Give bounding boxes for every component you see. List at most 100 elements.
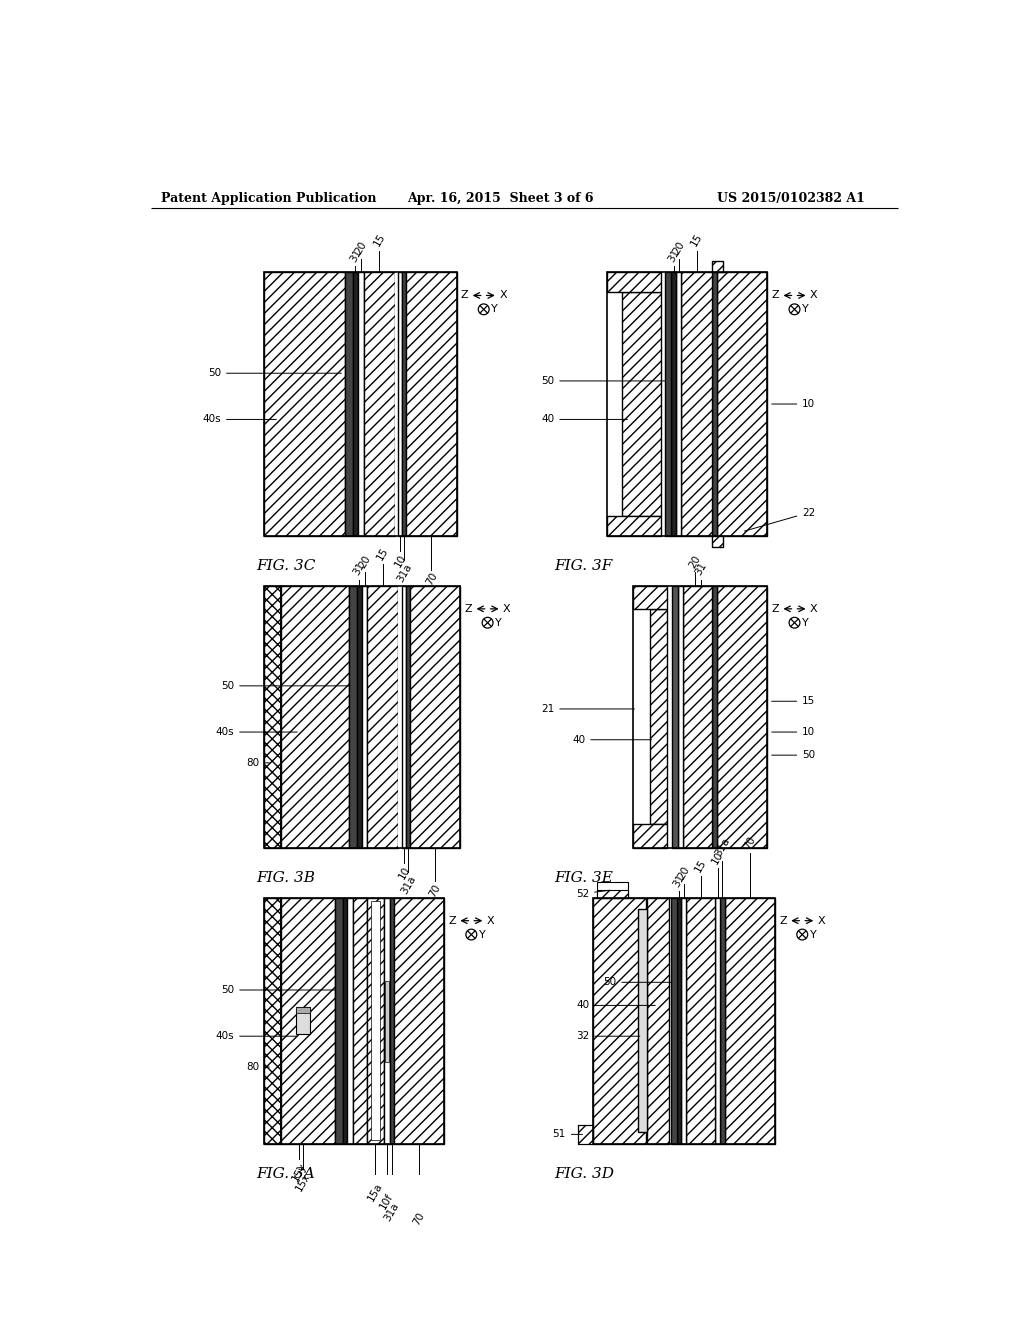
Bar [713,272,717,536]
Bar [607,516,662,536]
Text: 40: 40 [541,414,628,425]
Text: 10: 10 [772,727,815,737]
Bar [607,272,767,536]
Bar [263,898,281,1144]
Text: FIG. 3B: FIG. 3B [256,871,314,884]
Bar [672,586,678,847]
Text: 21: 21 [541,704,635,714]
Text: Z: Z [465,603,472,614]
Bar [296,1007,310,1014]
Text: FIG. 3D: FIG. 3D [554,1167,614,1181]
Bar [407,272,457,536]
Bar [407,586,410,847]
Text: 70: 70 [428,883,443,899]
Bar [665,272,672,536]
Bar [384,898,390,1144]
Bar [578,1125,593,1144]
Bar [725,898,775,1144]
Bar [607,272,662,292]
Bar [593,898,646,1144]
Bar [263,898,281,1144]
Bar [398,586,402,847]
Bar [335,898,343,1144]
Text: X: X [500,290,507,301]
Bar [367,898,384,1144]
Bar [623,292,662,516]
Text: 10f: 10f [378,1191,395,1210]
Bar [717,272,767,536]
Text: 31a: 31a [395,562,414,583]
Bar [394,898,444,1144]
Text: 10: 10 [396,865,412,880]
Text: 50: 50 [208,368,341,379]
Bar [385,981,389,1063]
Text: 10: 10 [393,553,408,569]
Bar [597,890,628,898]
Text: Y: Y [479,929,485,940]
Text: Apr. 16, 2015  Sheet 3 of 6: Apr. 16, 2015 Sheet 3 of 6 [407,191,594,205]
Bar [671,898,677,1144]
Text: FIG. 3F: FIG. 3F [554,558,612,573]
Bar [712,536,723,548]
Bar [720,898,725,1144]
Bar [371,902,380,1140]
Bar [352,898,367,1144]
Text: 40s: 40s [215,727,297,737]
Text: 40s: 40s [215,1031,297,1041]
Bar [402,272,407,536]
Text: Z: Z [771,290,779,301]
Bar [263,272,345,536]
Bar [281,586,461,847]
Text: US 2015/0102382 A1: US 2015/0102382 A1 [717,191,865,205]
Text: 20: 20 [671,240,686,256]
Text: 40: 40 [575,1001,655,1010]
Bar [681,898,686,1144]
Text: 20: 20 [688,553,702,570]
Bar [712,261,723,272]
Text: 15: 15 [372,232,387,248]
Bar [358,272,364,536]
Text: FIG. 3C: FIG. 3C [256,558,315,573]
Text: 15y: 15y [290,1162,308,1183]
Bar [633,586,668,609]
Text: Y: Y [496,618,502,628]
Text: 15x: 15x [294,1171,312,1193]
Text: 50: 50 [221,681,350,690]
Text: 50: 50 [772,750,815,760]
Text: 31: 31 [666,247,681,264]
Text: 31a: 31a [383,1201,401,1222]
Text: 31: 31 [348,247,364,264]
Text: 31: 31 [351,561,367,577]
Text: Z: Z [449,916,456,925]
Bar [352,272,358,536]
Bar [676,272,681,536]
Text: 50: 50 [603,977,671,987]
Text: 15a: 15a [366,1181,384,1203]
Bar [343,898,347,1144]
Text: Patent Application Publication: Patent Application Publication [161,191,376,205]
Bar [394,272,398,536]
Bar [578,1125,593,1144]
Bar [650,609,668,825]
Bar [633,586,767,847]
Text: 20: 20 [353,240,369,256]
Text: 40: 40 [572,735,651,744]
Bar [593,898,775,1144]
Bar [263,272,457,536]
Text: Y: Y [492,305,499,314]
Bar [713,586,717,847]
Text: X: X [486,916,495,925]
Text: 15: 15 [689,232,705,248]
Bar [347,898,352,1144]
Bar [345,272,352,536]
Text: 70: 70 [412,1210,427,1228]
Text: Z: Z [779,916,786,925]
Text: X: X [503,603,511,614]
Text: 31a: 31a [399,874,418,896]
Text: 15: 15 [772,696,815,706]
Bar [263,586,281,847]
Text: X: X [810,603,817,614]
Bar [647,898,669,1144]
Text: 31a: 31a [713,837,732,858]
Text: 52: 52 [575,888,609,899]
